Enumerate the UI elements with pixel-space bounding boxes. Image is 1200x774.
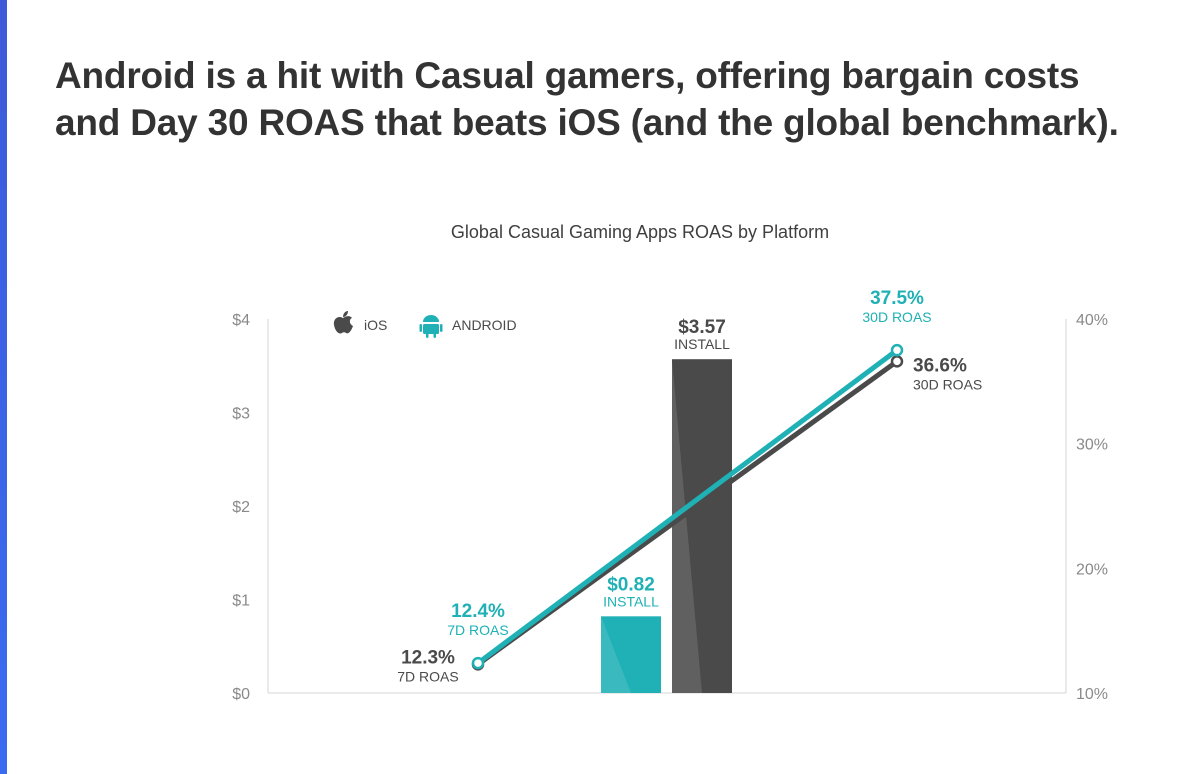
- right-axis-tick: 10%: [1076, 686, 1108, 703]
- left-axis-tick: $1: [232, 593, 250, 610]
- point-sublabel-ios-30d: 30D ROAS: [913, 376, 982, 392]
- point-value-label-ios-30d: 36.6%: [913, 355, 967, 376]
- android-body-icon: [423, 324, 439, 334]
- point-value-label-android-30d: 37.5%: [870, 288, 924, 309]
- right-axis-tick: 30%: [1076, 437, 1108, 454]
- android-arm-icon: [419, 324, 422, 332]
- headline-line-1: Android is a hit with Casual gamers, off…: [55, 55, 1080, 96]
- point-android-7d: [471, 656, 485, 670]
- android-arm-icon: [440, 324, 443, 332]
- point-value-label-android-7d: 12.4%: [451, 601, 505, 622]
- bar-value-label-android: $0.82: [607, 574, 655, 595]
- right-axis-tick: 40%: [1076, 312, 1108, 329]
- legend-label-android: ANDROID: [452, 317, 517, 333]
- android-leg-icon: [433, 333, 436, 338]
- bar-sublabel-android: INSTALL: [603, 593, 659, 609]
- left-axis-tick: $3: [232, 406, 250, 423]
- headline: Android is a hit with Casual gamers, off…: [55, 52, 1175, 146]
- android-leg-icon: [426, 333, 429, 338]
- headline-line-2: and Day 30 ROAS that beats iOS (and the …: [55, 102, 1119, 143]
- point-value-label-ios-7d: 12.3%: [401, 647, 455, 668]
- point-sublabel-android-7d: 7D ROAS: [447, 622, 508, 638]
- android-icon: [423, 315, 439, 322]
- line-android-roas: [475, 347, 900, 666]
- right-axis-tick: 20%: [1076, 561, 1108, 578]
- left-accent-bar: [0, 0, 7, 774]
- chart-title: Global Casual Gaming Apps ROAS by Platfo…: [450, 222, 830, 242]
- bar-facet-android: [601, 616, 631, 693]
- bar-sublabel-ios: INSTALL: [674, 336, 730, 352]
- apple-icon: [333, 316, 353, 334]
- point-android-30d: [890, 343, 904, 357]
- point-sublabel-ios-7d: 7D ROAS: [397, 668, 458, 684]
- left-axis-tick: $2: [232, 499, 250, 516]
- apple-leaf-icon: [343, 311, 348, 317]
- left-axis-tick: $0: [232, 686, 250, 703]
- bar-android-install: [601, 616, 661, 693]
- legend-label-ios: iOS: [364, 317, 387, 333]
- bar-ios-install: [672, 359, 732, 693]
- point-ios-30d: [890, 355, 904, 368]
- point-sublabel-android-30d: 30D ROAS: [862, 309, 931, 325]
- left-axis-tick: $4: [232, 312, 250, 329]
- bar-value-label-ios: $3.57: [678, 317, 726, 338]
- bar-facet-ios: [672, 359, 702, 693]
